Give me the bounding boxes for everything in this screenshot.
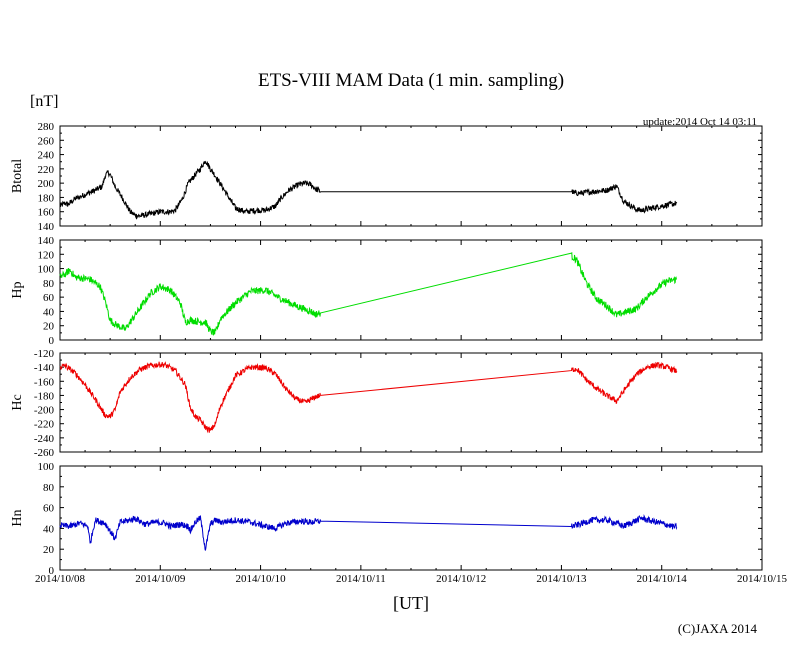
y-tick-label: 0: [49, 565, 55, 577]
y-tick-label: 180: [38, 192, 55, 204]
y-axis-label-hn: Hn: [10, 509, 25, 526]
panel-hc: -120 -140 -160 -180 -200 -220 -240 -260 Hc: [10, 348, 763, 459]
y-tick-label: -120: [34, 348, 55, 360]
credit-text: (C)JAXA 2014: [678, 621, 758, 636]
y-tick-label: 140: [38, 221, 55, 233]
x-axis-label: [UT]: [393, 593, 429, 613]
y-axis-label-hc: Hc: [10, 394, 25, 410]
y-tick-label: -240: [34, 433, 55, 445]
panel-frame: [59, 465, 763, 571]
y-tick-label: 80: [43, 278, 55, 290]
y-tick-label: 240: [38, 150, 55, 162]
x-tick-label: 2014/10/15: [737, 573, 788, 585]
y-tick-label: -200: [34, 405, 55, 417]
y-tick-label: 80: [43, 482, 55, 494]
series-line-btotal: [59, 160, 678, 220]
y-tick-label: 20: [43, 321, 55, 333]
panels-group: 280260240220200180160140Btotal1401201008…: [10, 121, 788, 585]
x-tick-label: 2014/10/09: [135, 573, 186, 585]
x-tick-label: 2014/10/13: [536, 573, 587, 585]
y-axis-label-btotal: Btotal: [10, 159, 25, 193]
y-tick-label: 100: [38, 461, 55, 473]
y-tick-label: -160: [34, 376, 55, 388]
x-tick-label: 2014/10/08: [35, 573, 86, 585]
panel-btotal: 280 260 240 220 200 180 160 140 Btotal: [10, 121, 763, 233]
x-tick-label: 2014/10/14: [637, 573, 688, 585]
y-tick-label: 0: [49, 335, 55, 347]
x-tick-label: 2014/10/12: [436, 573, 486, 585]
y-tick-label: -260: [34, 447, 55, 459]
panel-frame: [59, 125, 763, 227]
panel-hp: 140 120 100 80 60 40 20 0 Hp: [10, 235, 763, 347]
panel-frame: [59, 352, 763, 453]
series-line-hn: [59, 514, 678, 551]
y-tick-label: 20: [43, 544, 55, 556]
y-tick-label: 200: [38, 178, 55, 190]
update-text: update:2014 Oct 14 03:11: [643, 116, 757, 128]
y-tick-label: 280: [38, 121, 55, 133]
series-line-hp: [59, 252, 678, 336]
y-tick-label: 60: [43, 292, 55, 304]
y-tick-label: -180: [34, 390, 55, 402]
y-tick-label: 40: [43, 306, 55, 318]
unit-label: [nT]: [30, 93, 58, 110]
y-tick-label: -220: [34, 419, 55, 431]
y-axis-label-hp: Hp: [10, 281, 25, 298]
y-tick-label: 40: [43, 523, 55, 535]
y-tick-label: 160: [38, 207, 55, 219]
series-line-hc: [59, 361, 678, 434]
y-tick-label: -140: [34, 362, 55, 374]
x-tick-label: 2014/10/11: [336, 573, 386, 585]
y-tick-label: 140: [38, 235, 55, 247]
chart-title: ETS-VIII MAM Data (1 min. sampling): [258, 70, 564, 91]
y-tick-label: 60: [43, 503, 55, 515]
panel-hn: 100 80 60 40 20 0 Hn: [10, 461, 763, 577]
y-tick-label: 100: [38, 264, 55, 276]
x-tick-label: 2014/10/10: [236, 573, 287, 585]
y-tick-label: 260: [38, 135, 55, 147]
y-tick-label: 220: [38, 164, 55, 176]
y-tick-label: 120: [38, 249, 55, 261]
